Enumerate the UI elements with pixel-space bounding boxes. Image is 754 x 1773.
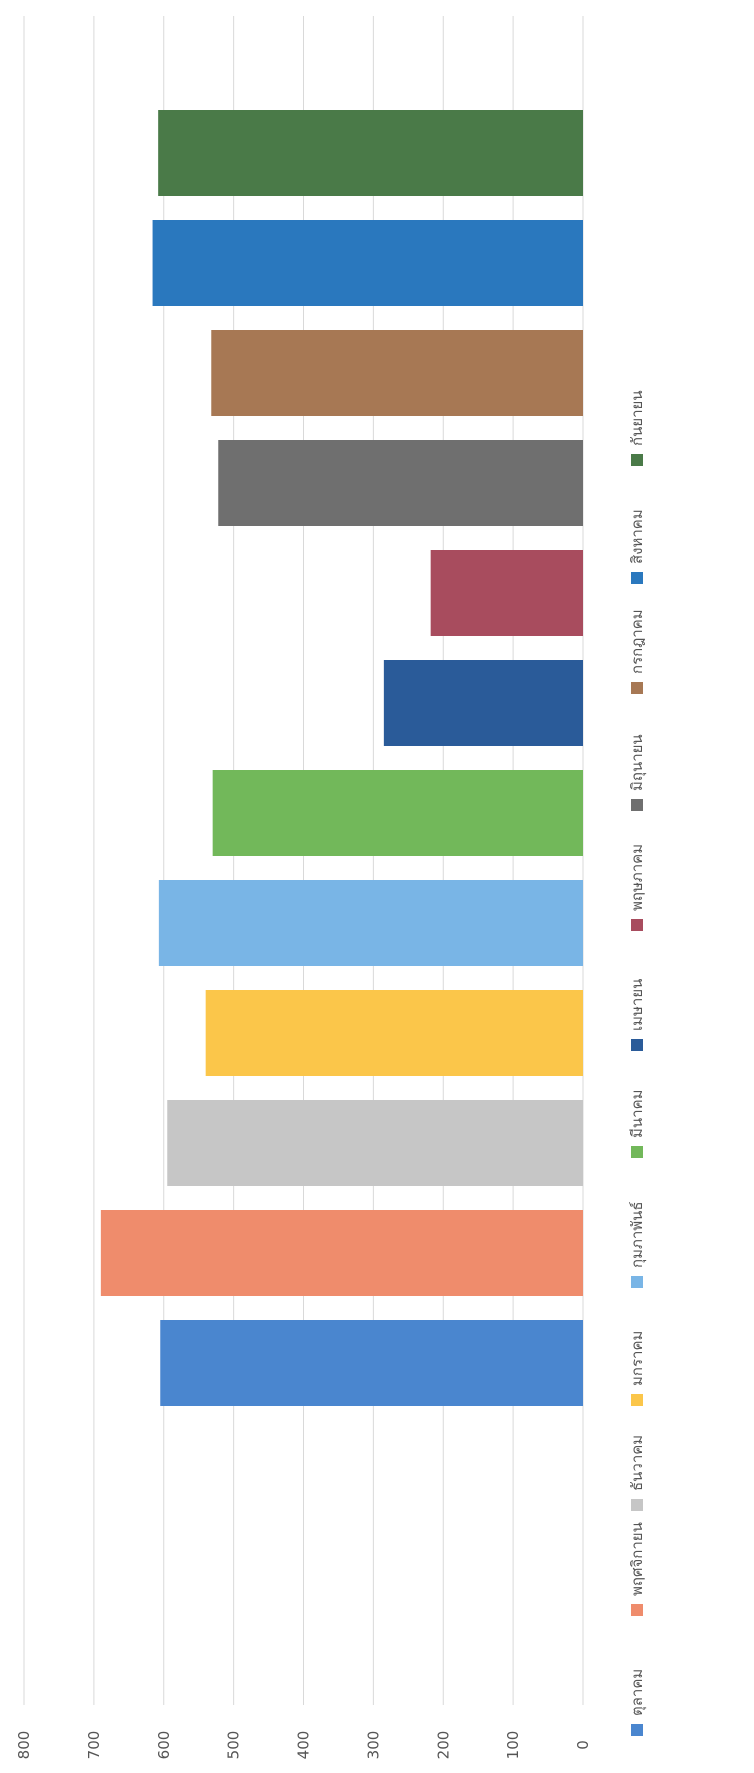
bars <box>100 110 584 1406</box>
tick-label-600: 600 <box>155 1731 173 1760</box>
legend-label-3: ธันวาคม <box>628 1435 646 1491</box>
tick-label-400: 400 <box>295 1731 313 1760</box>
legend-label-12: กันยายน <box>628 390 646 446</box>
legend-label-8: พฤษภาคม <box>628 844 646 911</box>
bar-4 <box>205 990 584 1076</box>
tick-label-700: 700 <box>85 1731 103 1760</box>
legend-label-11: สิงหาคม <box>628 509 646 564</box>
bar-5 <box>158 880 583 966</box>
bar-6 <box>212 770 583 856</box>
bar-1 <box>160 1320 583 1406</box>
legend-swatch-1 <box>631 1724 643 1736</box>
value-axis-ticks: 0 100 200 300 400 500 600 700 800 <box>15 1731 592 1760</box>
tick-label-300: 300 <box>364 1731 382 1760</box>
tick-label-100: 100 <box>504 1731 522 1760</box>
legend-swatch-3 <box>631 1499 643 1511</box>
bar-3 <box>167 1100 583 1186</box>
legend-swatch-12 <box>631 454 643 466</box>
legend-swatch-7 <box>631 1039 643 1051</box>
legend-label-1: ตุลาคม <box>628 1669 647 1716</box>
legend-swatch-11 <box>631 572 643 584</box>
legend-label-5: กุมภาพันธ์ <box>628 1201 647 1268</box>
legend-label-10: กรกฎาคม <box>628 609 646 674</box>
tick-label-200: 200 <box>434 1731 452 1760</box>
legend-label-7: เมษายน <box>628 979 646 1031</box>
legend-swatch-2 <box>631 1604 643 1616</box>
bar-7 <box>383 660 583 746</box>
tick-label-800: 800 <box>15 1731 33 1760</box>
legend-label-4: มกราคม <box>628 1331 646 1386</box>
legend-label-6: มีนาคม <box>628 1090 646 1139</box>
legend-swatch-4 <box>631 1394 643 1406</box>
legend-swatch-5 <box>631 1276 643 1288</box>
tick-label-500: 500 <box>225 1731 243 1760</box>
bar-2 <box>100 1210 584 1296</box>
bar-11 <box>152 220 583 306</box>
bar-9 <box>218 440 583 526</box>
bar-12 <box>158 110 583 196</box>
legend-label-2: พฤศจิกายน <box>628 1522 646 1596</box>
legend-label-9: มิถุนายน <box>628 734 647 791</box>
legend-swatch-9 <box>631 799 643 811</box>
legend-swatch-6 <box>631 1146 643 1158</box>
legend-swatch-10 <box>631 682 643 694</box>
legend-swatch-8 <box>631 919 643 931</box>
bar-8 <box>430 550 583 636</box>
legend: ตุลาคม พฤศจิกายน ธันวาคม มกราคม กุมภาพันธ์ มี… <box>628 390 647 1736</box>
tick-label-0: 0 <box>574 1740 592 1750</box>
bar-10 <box>211 330 583 416</box>
